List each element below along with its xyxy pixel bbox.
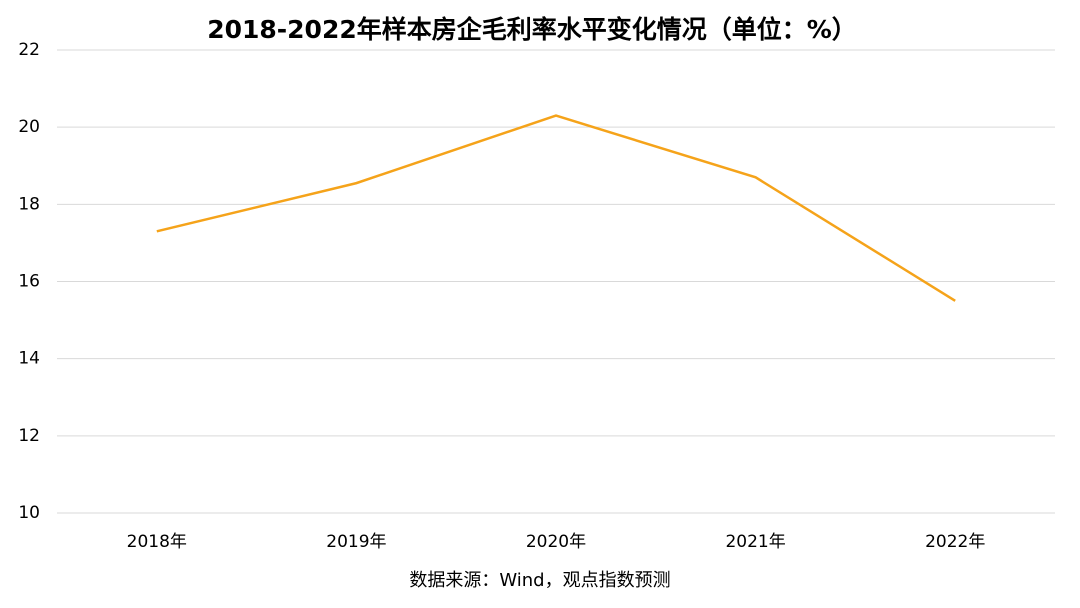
y-tick-label: 20 [18, 117, 40, 137]
x-tick-label: 2020年 [526, 532, 586, 552]
data-line [156, 114, 956, 302]
y-tick-label: 22 [18, 40, 40, 60]
source-note: 数据来源：Wind，观点指数预测 [409, 570, 670, 591]
x-tick-label: 2021年 [725, 532, 785, 552]
y-tick-label: 18 [18, 194, 40, 214]
chart-title: 2018-2022年样本房企毛利率水平变化情况（单位：%） [207, 15, 857, 44]
x-tick-label: 2019年 [326, 532, 386, 552]
y-tick-label: 10 [18, 503, 40, 523]
y-tick-label: 12 [18, 426, 40, 446]
x-tick-label: 2022年 [925, 532, 985, 552]
y-tick-label: 14 [18, 349, 40, 369]
x-tick-label: 2018年 [127, 532, 187, 552]
y-tick-label: 16 [18, 272, 40, 292]
